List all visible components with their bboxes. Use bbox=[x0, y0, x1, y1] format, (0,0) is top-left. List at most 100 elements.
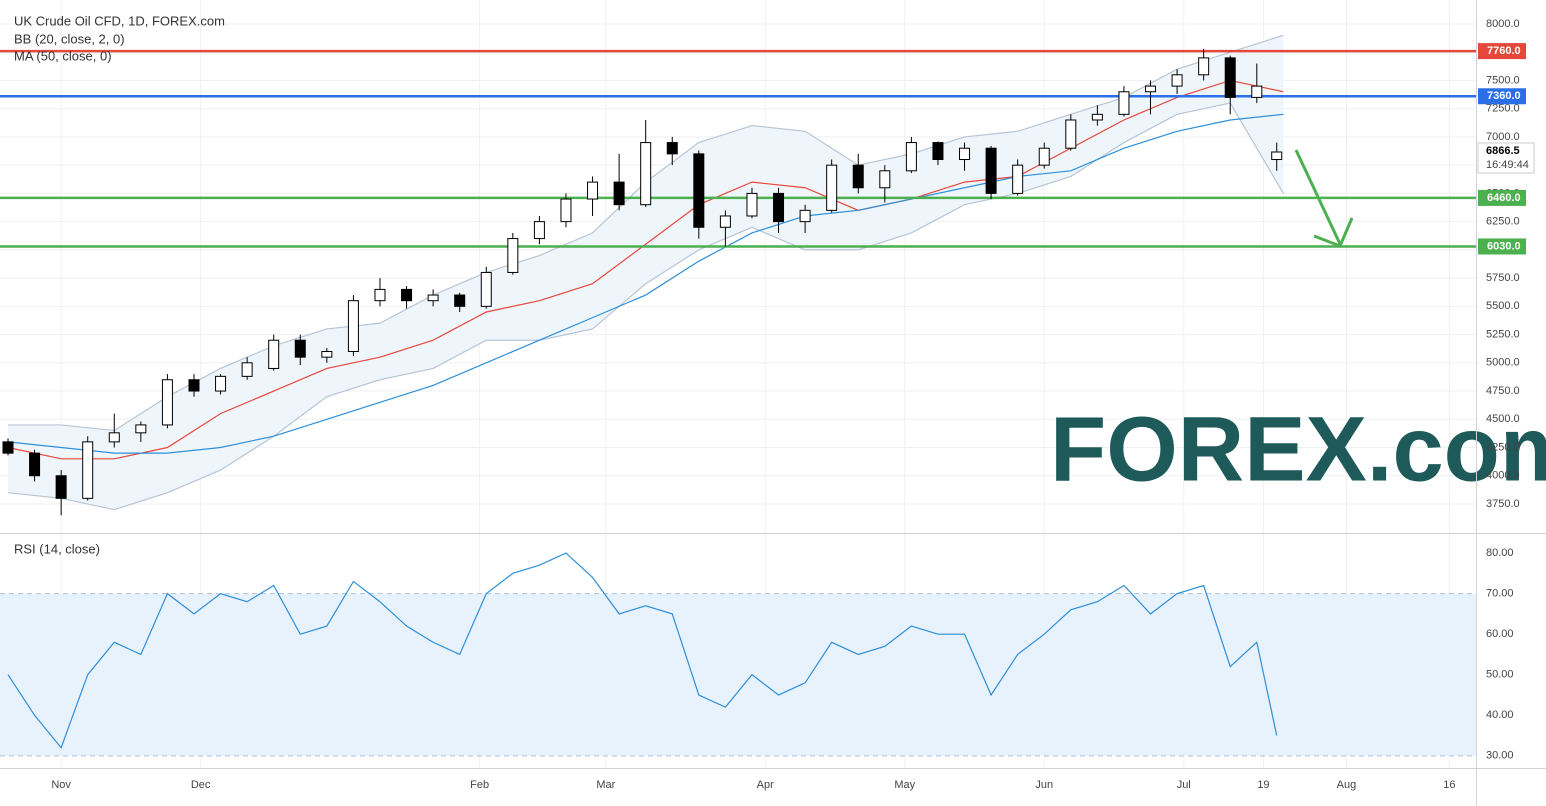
candle-body bbox=[826, 164, 838, 211]
countdown: 16:49:44 bbox=[1486, 159, 1529, 171]
candle-body bbox=[454, 294, 466, 307]
candle-body bbox=[587, 181, 599, 200]
grid bbox=[0, 0, 1476, 768]
candle-body bbox=[746, 192, 758, 217]
candle-body bbox=[294, 339, 306, 358]
candle-body bbox=[108, 432, 120, 443]
level-label: 6460.0 bbox=[1487, 192, 1521, 204]
candle-body bbox=[161, 379, 173, 426]
candle-body bbox=[1118, 91, 1130, 115]
rsi-tick-label: 70.00 bbox=[1486, 588, 1514, 600]
rsi-tick-label: 50.00 bbox=[1486, 669, 1514, 681]
candle-body bbox=[1065, 119, 1077, 149]
y-tick-label: 4750.0 bbox=[1486, 385, 1520, 397]
rsi-tick-label: 30.00 bbox=[1486, 750, 1514, 762]
y-tick-label: 5250.0 bbox=[1486, 328, 1520, 340]
candle-body bbox=[560, 198, 572, 223]
y-tick-label: 7250.0 bbox=[1486, 103, 1520, 115]
candle-body bbox=[905, 142, 917, 172]
candle-body bbox=[241, 362, 253, 377]
level-label: 6030.0 bbox=[1487, 240, 1521, 252]
y-tick-label: 4000.0 bbox=[1486, 470, 1520, 482]
candle-body bbox=[985, 147, 997, 194]
rsi-line bbox=[7, 552, 1278, 749]
candle-body bbox=[959, 147, 971, 161]
candle-body bbox=[1251, 85, 1263, 98]
candle-body bbox=[82, 441, 94, 499]
candle-body bbox=[1012, 164, 1024, 194]
x-tick-label: Apr bbox=[757, 779, 774, 791]
candle-body bbox=[427, 294, 439, 302]
x-tick-label: Nov bbox=[51, 779, 71, 791]
candle-body bbox=[1198, 57, 1210, 76]
y-tick-label: 3750.0 bbox=[1486, 498, 1520, 510]
candle-body bbox=[135, 424, 147, 434]
candle-body bbox=[480, 271, 492, 307]
candle-body bbox=[215, 375, 227, 392]
x-tick-label: Feb bbox=[470, 779, 489, 791]
arrow-head bbox=[1313, 217, 1354, 248]
x-tick-label: 19 bbox=[1257, 779, 1269, 791]
x-tick-label: Jun bbox=[1035, 779, 1053, 791]
candle-body bbox=[401, 288, 413, 302]
watermark: FOREX.com bbox=[1050, 398, 1546, 500]
candle-body bbox=[1145, 85, 1157, 93]
x-tick-label: Dec bbox=[191, 779, 211, 791]
candle-body bbox=[852, 164, 864, 189]
candle-body bbox=[1038, 147, 1050, 166]
level-tag bbox=[1478, 43, 1526, 60]
level-label: 7360.0 bbox=[1487, 90, 1521, 102]
candle-body bbox=[1171, 74, 1183, 87]
candle-body bbox=[188, 379, 200, 392]
rsi-tick-label: 80.00 bbox=[1486, 547, 1514, 559]
candle-body bbox=[1091, 113, 1103, 121]
candle-body bbox=[1224, 57, 1236, 98]
arrow-shaft bbox=[1294, 149, 1342, 245]
indicator-label: BB (20, close, 2, 0) bbox=[14, 31, 125, 46]
y-tick-label: 4250.0 bbox=[1486, 441, 1520, 453]
candle-body bbox=[507, 238, 519, 273]
candle-body bbox=[321, 351, 333, 358]
candle-body bbox=[773, 192, 785, 223]
candle-body bbox=[719, 215, 731, 228]
level-tag bbox=[1478, 88, 1526, 105]
x-tick-label: Aug bbox=[1337, 779, 1357, 791]
candle-body bbox=[613, 181, 625, 206]
candle-body bbox=[693, 153, 705, 228]
rsi-band bbox=[0, 593, 1476, 756]
y-tick-label: 6250.0 bbox=[1486, 216, 1520, 228]
y-tick-label: 5500.0 bbox=[1486, 300, 1520, 312]
chart-title: UK Crude Oil CFD, 1D, FOREX.com bbox=[14, 13, 225, 28]
x-tick-label: Mar bbox=[596, 779, 615, 791]
candle-body bbox=[2, 441, 14, 454]
rsi-title: RSI (14, close) bbox=[14, 541, 100, 556]
candle-body bbox=[347, 300, 359, 353]
candle-body bbox=[268, 339, 280, 369]
x-tick-label: 16 bbox=[1443, 779, 1455, 791]
last-price: 6866.5 bbox=[1486, 145, 1520, 157]
y-tick-label: 5000.0 bbox=[1486, 357, 1520, 369]
candle-body bbox=[799, 209, 811, 223]
candle-body bbox=[879, 170, 891, 189]
rsi-tick-label: 40.00 bbox=[1486, 709, 1514, 721]
y-tick-label: 7500.0 bbox=[1486, 74, 1520, 86]
indicator-line bbox=[7, 113, 1284, 454]
candle-body bbox=[640, 142, 652, 206]
candle-body bbox=[666, 142, 678, 155]
indicator-label: MA (50, close, 0) bbox=[14, 48, 112, 63]
candle-body bbox=[374, 288, 386, 302]
indicator-line bbox=[7, 102, 1284, 511]
candle-body bbox=[932, 142, 944, 161]
y-tick-label: 8000.0 bbox=[1486, 18, 1520, 30]
level-tag bbox=[1478, 189, 1526, 206]
rsi-tick-label: 60.00 bbox=[1486, 628, 1514, 640]
level-label: 7760.0 bbox=[1487, 45, 1521, 57]
candle-body bbox=[1271, 151, 1283, 161]
y-tick-label: 5750.0 bbox=[1486, 272, 1520, 284]
candle-body bbox=[533, 221, 545, 240]
plot bbox=[0, 34, 1476, 749]
candle-body bbox=[55, 475, 67, 499]
y-tick-label: 7000.0 bbox=[1486, 131, 1520, 143]
x-tick-label: May bbox=[894, 779, 915, 791]
